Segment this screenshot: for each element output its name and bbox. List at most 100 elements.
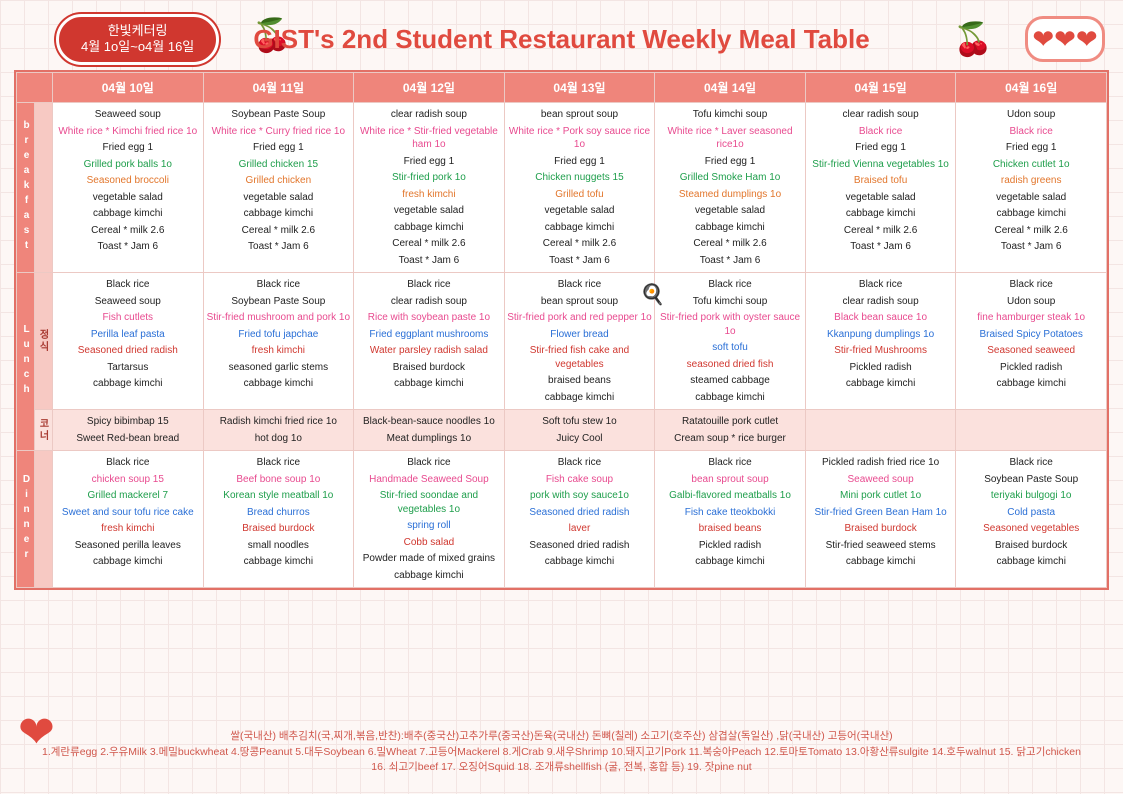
dinner-cell: Black ricechicken soup 15Grilled mackere…: [53, 451, 204, 588]
menu-item: Black rice: [808, 278, 954, 292]
menu-item: Stir-fried Mushrooms: [808, 344, 954, 358]
menu-item: clear radish soup: [808, 295, 954, 309]
menu-item: Stir-fried mushroom and pork 1o: [206, 311, 352, 325]
dinner-cell: Black riceFish cake souppork with soy sa…: [504, 451, 655, 588]
menu-item: teriyaki bulgogi 1o: [958, 489, 1104, 503]
menu-item: Flower bread: [507, 328, 653, 342]
menu-item: vegetable salad: [958, 191, 1104, 205]
menu-item: Stir-fried pork 1o: [356, 171, 502, 185]
menu-item: Black rice: [958, 278, 1104, 292]
menu-item: Black rice: [206, 456, 352, 470]
menu-item: Chicken cutlet 1o: [958, 158, 1104, 172]
menu-item: soft tofu: [657, 341, 803, 355]
row-label-breakfast: breakfast: [17, 103, 35, 273]
menu-item: fresh kimchi: [206, 344, 352, 358]
menu-item: Black-bean-sauce noodles 1o: [356, 415, 502, 429]
menu-item: Seaweed soup: [55, 295, 201, 309]
date-header: 04월 15일: [805, 73, 956, 103]
row-label-lunch-sub: 정식: [35, 273, 53, 410]
menu-item: braised beans: [657, 522, 803, 536]
dinner-cell: Black riceHandmade Seaweed SoupStir-frie…: [354, 451, 505, 588]
lunch-cell: Black riceclear radish soupRice with soy…: [354, 273, 505, 410]
dinner-cell: Black ricebean sprout soupGalbi-flavored…: [655, 451, 806, 588]
menu-item: Toast * Jam 6: [657, 254, 803, 268]
menu-item: Korean style meatball 1o: [206, 489, 352, 503]
menu-item: Juicy Cool: [507, 432, 653, 446]
menu-item: clear radish soup: [808, 108, 954, 122]
menu-item: Seasoned dried radish: [507, 539, 653, 553]
menu-item: cabbage kimchi: [206, 207, 352, 221]
menu-item: bean sprout soup: [507, 108, 653, 122]
date-header-row: 04월 10일 04월 11일 04월 12일 04월 13일 04월 14일 …: [17, 73, 1107, 103]
menu-item: Stir-fried seaweed stems: [808, 539, 954, 553]
menu-item: seasoned garlic stems: [206, 361, 352, 375]
menu-item: Stir-fried pork and red pepper 1o: [507, 311, 653, 325]
menu-item: cabbage kimchi: [55, 377, 201, 391]
menu-item: Black rice: [507, 278, 653, 292]
menu-item: Spicy bibimbap 15: [55, 415, 201, 429]
menu-item: Toast * Jam 6: [206, 240, 352, 254]
menu-item: Seasoned dried radish: [55, 344, 201, 358]
menu-item: Fried egg 1: [657, 155, 803, 169]
menu-item: Grilled mackerel 7: [55, 489, 201, 503]
menu-item: cabbage kimchi: [356, 221, 502, 235]
breakfast-cell: clear radish soupBlack riceFried egg 1St…: [805, 103, 956, 273]
menu-item: hot dog 1o: [206, 432, 352, 446]
menu-item: White rice * Pork soy sauce rice 1o: [507, 125, 653, 152]
row-label-corner: 코너: [35, 410, 53, 451]
menu-item: Cereal * milk 2.6: [808, 224, 954, 238]
menu-item: cabbage kimchi: [55, 555, 201, 569]
meal-table: 04월 10일 04월 11일 04월 12일 04월 13일 04월 14일 …: [16, 72, 1107, 588]
menu-item: cabbage kimchi: [356, 569, 502, 583]
menu-item: Black rice: [958, 456, 1104, 470]
menu-item: Toast * Jam 6: [808, 240, 954, 254]
menu-item: Stir-fried fish cake and vegetables: [507, 344, 653, 371]
menu-item: pork with soy sauce1o: [507, 489, 653, 503]
breakfast-cell: Tofu kimchi soupWhite rice * Laver seaso…: [655, 103, 806, 273]
menu-item: clear radish soup: [356, 108, 502, 122]
breakfast-cell: Seaweed soupWhite rice * Kimchi fried ri…: [53, 103, 204, 273]
menu-item: Cereal * milk 2.6: [958, 224, 1104, 238]
menu-item: Black rice: [958, 125, 1104, 139]
menu-item: cabbage kimchi: [507, 391, 653, 405]
lunch-cell: Black ricebean sprout soupStir-fried por…: [504, 273, 655, 410]
menu-item: Sweet Red-bean bread: [55, 432, 201, 446]
menu-item: Beef bone soup 1o: [206, 473, 352, 487]
menu-item: Bread churros: [206, 506, 352, 520]
breakfast-cell: Soybean Paste SoupWhite rice * Curry fri…: [203, 103, 354, 273]
menu-item: cabbage kimchi: [206, 555, 352, 569]
menu-item: Fried egg 1: [206, 141, 352, 155]
date-header: 04월 14일: [655, 73, 806, 103]
menu-item: Braised burdock: [356, 361, 502, 375]
menu-item: Black bean sauce 1o: [808, 311, 954, 325]
menu-item: vegetable salad: [808, 191, 954, 205]
lunch-cell: Black rice clear radish soup Black bean sa…: [805, 273, 956, 410]
menu-item: Pickled radish: [958, 361, 1104, 375]
date-header: 04월 12일: [354, 73, 505, 103]
menu-item: cabbage kimchi: [958, 555, 1104, 569]
menu-item: clear radish soup: [356, 295, 502, 309]
menu-item: Meat dumplings 1o: [356, 432, 502, 446]
menu-item: vegetable salad: [55, 191, 201, 205]
menu-item: Fried egg 1: [55, 141, 201, 155]
menu-item: Fish cutlets: [55, 311, 201, 325]
menu-item: cabbage kimchi: [808, 207, 954, 221]
menu-item: Black rice: [356, 456, 502, 470]
lunch-cell: Black riceSoybean Paste SoupStir-fried m…: [203, 273, 354, 410]
menu-item: vegetable salad: [507, 204, 653, 218]
menu-item: Perilla leaf pasta: [55, 328, 201, 342]
menu-item: Cereal * milk 2.6: [507, 237, 653, 251]
menu-item: braised beans: [507, 374, 653, 388]
menu-item: Powder made of mixed grains: [356, 552, 502, 566]
corner-cell: Spicy bibimbap 15 Sweet Red-bean bread: [53, 410, 204, 451]
menu-item: Braised Spicy Potatoes: [958, 328, 1104, 342]
lunch-cell: Black riceSeaweed soupFish cutletsPerill…: [53, 273, 204, 410]
menu-item: Fried egg 1: [958, 141, 1104, 155]
menu-item: Black rice: [808, 125, 954, 139]
menu-item: White rice * Curry fried rice 1o: [206, 125, 352, 139]
menu-item: Grilled Smoke Ham 1o: [657, 171, 803, 185]
menu-item: Fish cake soup: [507, 473, 653, 487]
menu-item: cabbage kimchi: [657, 221, 803, 235]
menu-item: Stir-fried Vienna vegetables 1o: [808, 158, 954, 172]
menu-item: vegetable salad: [657, 204, 803, 218]
